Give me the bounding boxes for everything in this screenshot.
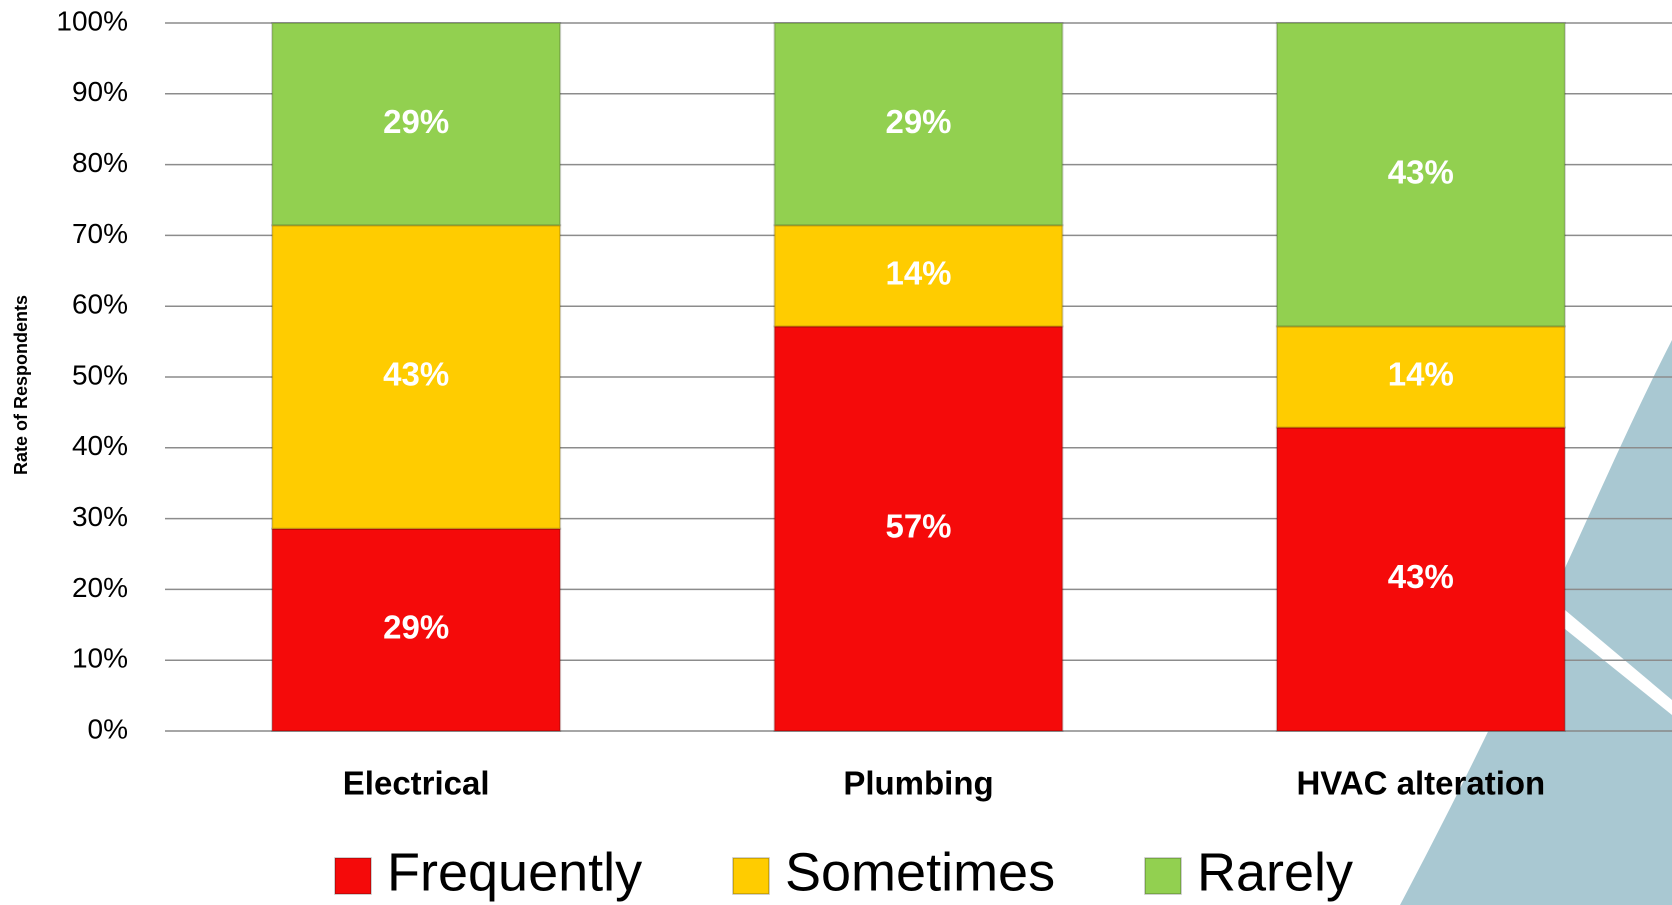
- bar-segment: [773, 22, 1064, 227]
- decoration: [1560, 610, 1672, 715]
- value-label: 43%: [383, 356, 449, 393]
- bar-segment: [773, 325, 1064, 732]
- y-tick-label: 90%: [72, 76, 128, 107]
- y-tick-label: 20%: [72, 572, 128, 603]
- value-label: 29%: [383, 609, 449, 646]
- legend-swatch: [1144, 857, 1182, 895]
- y-axis-label: Rate of Respondents: [11, 295, 31, 475]
- value-label: 43%: [1388, 558, 1454, 595]
- legend-swatch: [732, 857, 770, 895]
- y-tick-label: 80%: [72, 147, 128, 178]
- decoration: [1400, 340, 1672, 905]
- legend-label: Frequently: [387, 842, 642, 902]
- value-label: 29%: [885, 103, 951, 140]
- bar-segment: [1275, 21, 1566, 328]
- value-label: 14%: [1388, 356, 1454, 393]
- legend-label: Rarely: [1197, 842, 1353, 902]
- y-tick-label: 30%: [72, 501, 128, 532]
- value-label: 14%: [885, 255, 951, 292]
- bar-segment: [271, 22, 562, 227]
- value-label: 43%: [1388, 153, 1454, 190]
- x-tick-label: Electrical: [343, 765, 490, 802]
- x-tick-label: Plumbing: [843, 765, 993, 802]
- value-label: 29%: [383, 103, 449, 140]
- bar-segment: [1275, 426, 1566, 732]
- x-tick-label: HVAC alteration: [1296, 765, 1545, 802]
- y-tick-label: 70%: [72, 218, 128, 249]
- y-tick-label: 40%: [72, 430, 128, 461]
- legend-swatch: [334, 857, 372, 895]
- bar-segment: [1275, 325, 1566, 429]
- y-tick-label: 60%: [72, 289, 128, 320]
- y-tick-label: 0%: [88, 713, 128, 744]
- legend-label: Sometimes: [785, 842, 1055, 902]
- y-tick-label: 100%: [56, 5, 128, 36]
- bar-segment: [271, 224, 562, 530]
- value-label: 57%: [885, 507, 951, 544]
- y-tick-label: 50%: [72, 359, 128, 390]
- y-tick-label: 10%: [72, 643, 128, 674]
- bar-segment: [271, 527, 562, 733]
